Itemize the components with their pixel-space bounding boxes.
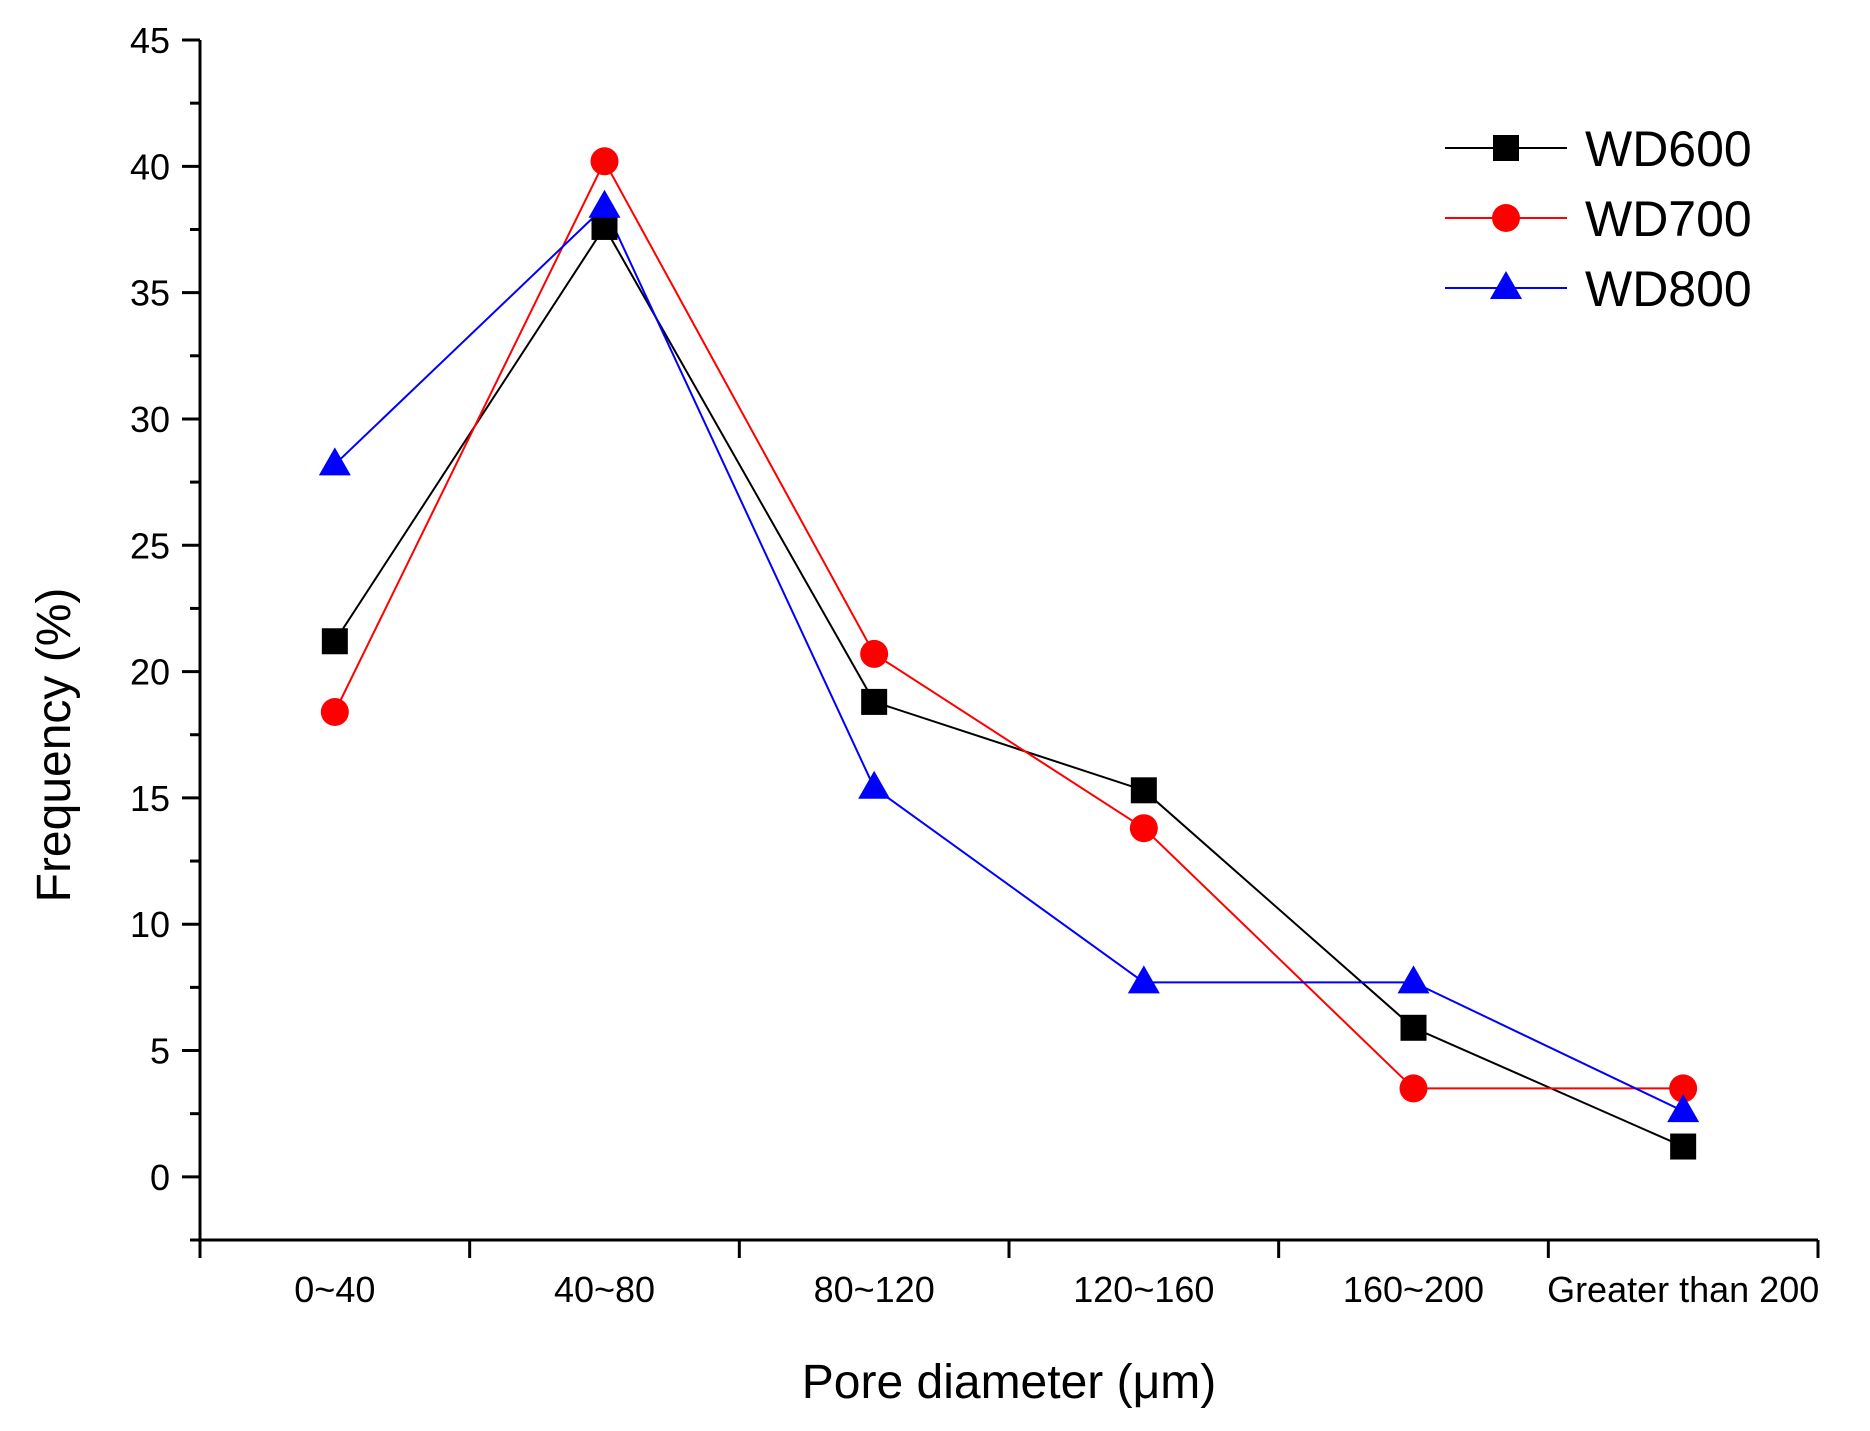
data-point (1400, 1014, 1427, 1041)
y-tick-label: 40 (130, 146, 170, 187)
x-tick-label: 40~80 (554, 1269, 655, 1310)
data-point (1127, 965, 1160, 994)
markers-wd700 (320, 147, 1698, 1103)
data-point (860, 639, 889, 668)
data-point (591, 213, 618, 240)
data-point (1669, 1074, 1698, 1103)
data-point (1130, 777, 1157, 804)
data-point (590, 147, 619, 176)
legend: WD600 WD700 WD800 (1445, 121, 1752, 317)
series-wd800 (334, 205, 1684, 1113)
data-point (588, 189, 621, 218)
markers-wd800 (318, 189, 1700, 1123)
legend-item-wd700: WD700 (1445, 191, 1752, 247)
x-tick-label: 160~200 (1343, 1269, 1484, 1310)
legend-label: WD800 (1585, 261, 1752, 317)
data-point (318, 447, 351, 476)
x-axis-title: Pore diameter (μm) (802, 1356, 1216, 1409)
data-point (321, 628, 348, 655)
data-point (1667, 1094, 1700, 1123)
legend-item-wd800: WD800 (1445, 261, 1752, 317)
y-tick-label: 25 (130, 525, 170, 566)
x-tick-label: 0~40 (294, 1269, 375, 1310)
data-point (1670, 1133, 1697, 1160)
markers-wd600 (321, 213, 1697, 1160)
legend-label: WD700 (1585, 191, 1752, 247)
series-layer (318, 147, 1700, 1160)
x-tick-label: Greater than 200 (1547, 1269, 1819, 1310)
legend-label: WD600 (1585, 121, 1752, 177)
data-point (858, 770, 891, 799)
series-line (334, 205, 1684, 1113)
legend-marker (1490, 271, 1522, 299)
y-tick-label: 20 (130, 652, 170, 693)
chart-axes: 0 5 10 15 20 25 30 35 40 45 0~40 40~80 80~120 120~160… (130, 20, 1820, 1310)
series-wd600 (333, 225, 1684, 1148)
y-tick-label: 5 (150, 1031, 170, 1072)
legend-item-wd600: WD600 (1445, 121, 1752, 177)
series-wd700 (333, 159, 1684, 1090)
y-tick-label: 45 (130, 20, 170, 61)
data-point (861, 688, 888, 715)
series-line (333, 225, 1684, 1148)
legend-marker (1493, 135, 1519, 161)
data-point (1397, 965, 1430, 994)
data-point (1129, 814, 1158, 843)
data-point (1399, 1074, 1428, 1103)
y-tick-label: 10 (130, 904, 170, 945)
x-tick-label: 120~160 (1073, 1269, 1214, 1310)
y-tick-label: 35 (130, 273, 170, 314)
y-tick-label: 15 (130, 778, 170, 819)
x-tick-label: 80~120 (814, 1269, 935, 1310)
series-line (333, 159, 1684, 1090)
y-axis-title: Frequency (%) (28, 588, 81, 903)
y-tick-label: 0 (150, 1157, 170, 1198)
legend-marker (1492, 204, 1520, 232)
data-point (320, 698, 349, 726)
y-tick-label: 30 (130, 399, 170, 440)
